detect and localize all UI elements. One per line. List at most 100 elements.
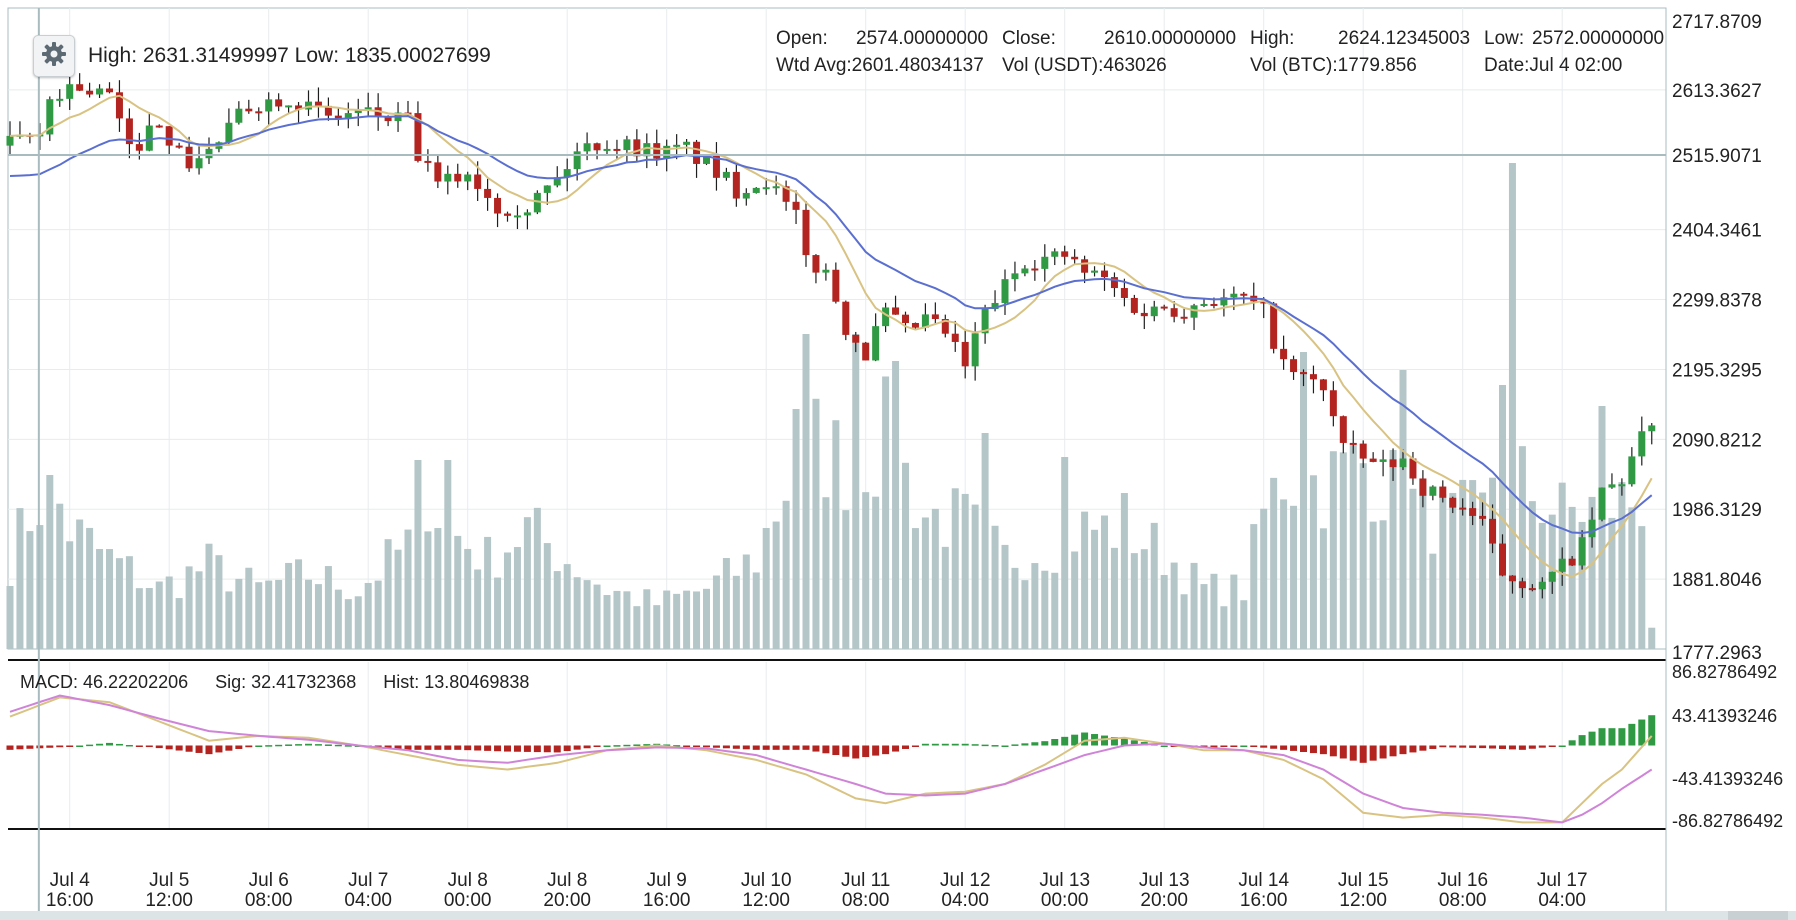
candle-body [1409, 458, 1417, 479]
scrollbar-grip[interactable] [1728, 911, 1788, 920]
macd-histogram-bar [6, 745, 14, 750]
volume-bar [6, 585, 14, 649]
candle-body [971, 333, 979, 367]
candle-body [195, 158, 203, 169]
volume-bar [1270, 477, 1278, 649]
macd-histogram-bar [1638, 719, 1646, 746]
time-axis-date-label: Jul 13 [1039, 870, 1090, 891]
macd-histogram-bar [1608, 728, 1616, 746]
candle-body [1518, 581, 1526, 589]
candle-body [1568, 558, 1576, 566]
volume-bar [961, 493, 969, 649]
macd-histogram-bar [125, 744, 133, 747]
macd-axis-label: 86.82786492 [1672, 662, 1777, 682]
volume-bar [354, 596, 362, 649]
candle-body [1449, 497, 1457, 508]
macd-histogram-bar [464, 745, 472, 751]
volume-bar [1429, 553, 1437, 649]
macd-histogram-bar [941, 743, 949, 746]
volume-bar [16, 508, 24, 649]
macd-histogram-bar [762, 745, 770, 750]
candle-body [235, 108, 243, 123]
candle-body [563, 169, 571, 178]
volume-bar [1260, 508, 1268, 649]
time-axis-time-label: 04:00 [1538, 890, 1586, 911]
volume-bar [1449, 492, 1457, 649]
macd-histogram-bar [892, 745, 900, 752]
volume-bar [444, 460, 452, 649]
macd-axis-label: -86.82786492 [1672, 811, 1783, 831]
time-axis-date-label: Jul 11 [841, 870, 890, 891]
candle-body [344, 113, 352, 119]
candle-body [1150, 306, 1158, 317]
macd-histogram-bar [1280, 745, 1288, 750]
macd-histogram-bar [543, 745, 551, 753]
macd-histogram-bar [1021, 743, 1029, 746]
macd-histogram-bar [1260, 745, 1268, 748]
macd-histogram-bar [1598, 728, 1606, 746]
volume-bar [643, 589, 651, 649]
macd-histogram-bar [523, 745, 531, 752]
moving-average-slow-line [9, 115, 1653, 535]
candle-body [354, 109, 362, 114]
macd-histogram-bar [1160, 745, 1168, 747]
volume-bar [1180, 594, 1188, 649]
candle-body [1041, 256, 1049, 269]
time-axis-date-label: Jul 17 [1537, 870, 1588, 891]
volume-bar [1300, 352, 1307, 649]
volume-bar [1190, 562, 1198, 649]
macd-histogram-bar [1210, 745, 1218, 748]
vol-btc: Vol (BTC):1779.856 [1250, 55, 1417, 76]
volume-bar [971, 504, 979, 649]
candle-body [155, 125, 163, 128]
signal-line [9, 694, 1653, 824]
volume-bar [842, 510, 850, 649]
hist-value: Hist: 13.80469838 [383, 672, 530, 692]
macd-histogram-bar [633, 744, 641, 746]
macd-histogram-bar [792, 745, 800, 750]
candle-body [593, 143, 601, 151]
candle-body [872, 326, 880, 361]
candle-body [334, 115, 342, 119]
volume-bar [364, 582, 372, 649]
macd-histogram-bar [165, 745, 173, 750]
macd-histogram-bar [1001, 745, 1009, 747]
volume-bar [951, 488, 959, 649]
candle-body [1130, 297, 1138, 313]
candle-body [812, 255, 820, 273]
volume-bar [1648, 627, 1656, 649]
macd-histogram-bar [76, 745, 84, 747]
horizontal-scrollbar[interactable] [0, 911, 1796, 920]
candle-body [892, 307, 900, 315]
candle-body [673, 144, 681, 147]
volume-bar [494, 577, 502, 649]
time-axis-date-label: Jul 12 [940, 870, 991, 891]
volume-bar [106, 549, 113, 649]
candle-body [623, 139, 631, 151]
macd-histogram-bar [305, 743, 312, 746]
candle-body [364, 107, 372, 110]
settings-button[interactable] [33, 35, 75, 77]
candle-body [125, 118, 133, 145]
candle-body [1290, 359, 1298, 373]
candle-body [434, 162, 442, 182]
volume-bar [543, 543, 551, 649]
macd-histogram-bar [414, 745, 422, 750]
volume-bar [921, 517, 929, 649]
macd-histogram-bar [902, 745, 909, 749]
macd-histogram-bar [255, 745, 263, 747]
volume-bar [882, 376, 890, 649]
candle-body [1210, 303, 1218, 306]
candle-body [633, 139, 641, 157]
volume-bar [1021, 580, 1029, 649]
macd-histogram-bar [285, 744, 293, 746]
candle-body [474, 174, 482, 189]
price-axis-label: 2090.8212 [1672, 430, 1762, 451]
time-axis-time-label: 16:00 [1240, 890, 1288, 911]
candle-body [802, 209, 810, 256]
candle-body [1051, 251, 1059, 257]
macd-histogram-bar [931, 743, 939, 746]
candle-body [1588, 519, 1596, 538]
volume-bar [1240, 600, 1248, 649]
